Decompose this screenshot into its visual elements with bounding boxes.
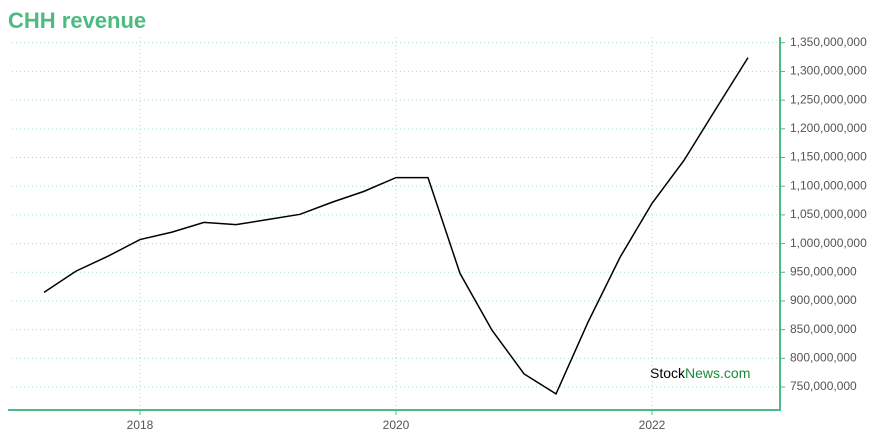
y-tick-label: 950,000,000: [790, 264, 857, 278]
y-tick-label: 1,250,000,000: [790, 92, 867, 106]
watermark: StockNews.com: [650, 365, 750, 381]
y-tick-label: 900,000,000: [790, 293, 857, 307]
y-tick-label: 1,200,000,000: [790, 121, 867, 135]
x-tick-label: 2018: [127, 418, 154, 432]
y-tick-label: 1,300,000,000: [790, 64, 867, 78]
y-tick-label: 1,000,000,000: [790, 236, 867, 250]
watermark-stock: Stock: [650, 365, 686, 381]
chart-title: CHH revenue: [8, 8, 146, 33]
watermark-news: News.com: [685, 365, 750, 381]
y-tick-label: 850,000,000: [790, 322, 857, 336]
y-tick-label: 800,000,000: [790, 351, 857, 365]
y-tick-label: 1,350,000,000: [790, 35, 867, 49]
x-tick-label: 2022: [639, 418, 666, 432]
line: [43, 57, 749, 396]
y-tick-label: 1,150,000,000: [790, 150, 867, 164]
y-tick-label: 750,000,000: [790, 379, 857, 393]
y-tick-label: 1,050,000,000: [790, 207, 867, 221]
x-tick-label: 2020: [383, 418, 410, 432]
y-tick-label: 1,100,000,000: [790, 178, 867, 192]
